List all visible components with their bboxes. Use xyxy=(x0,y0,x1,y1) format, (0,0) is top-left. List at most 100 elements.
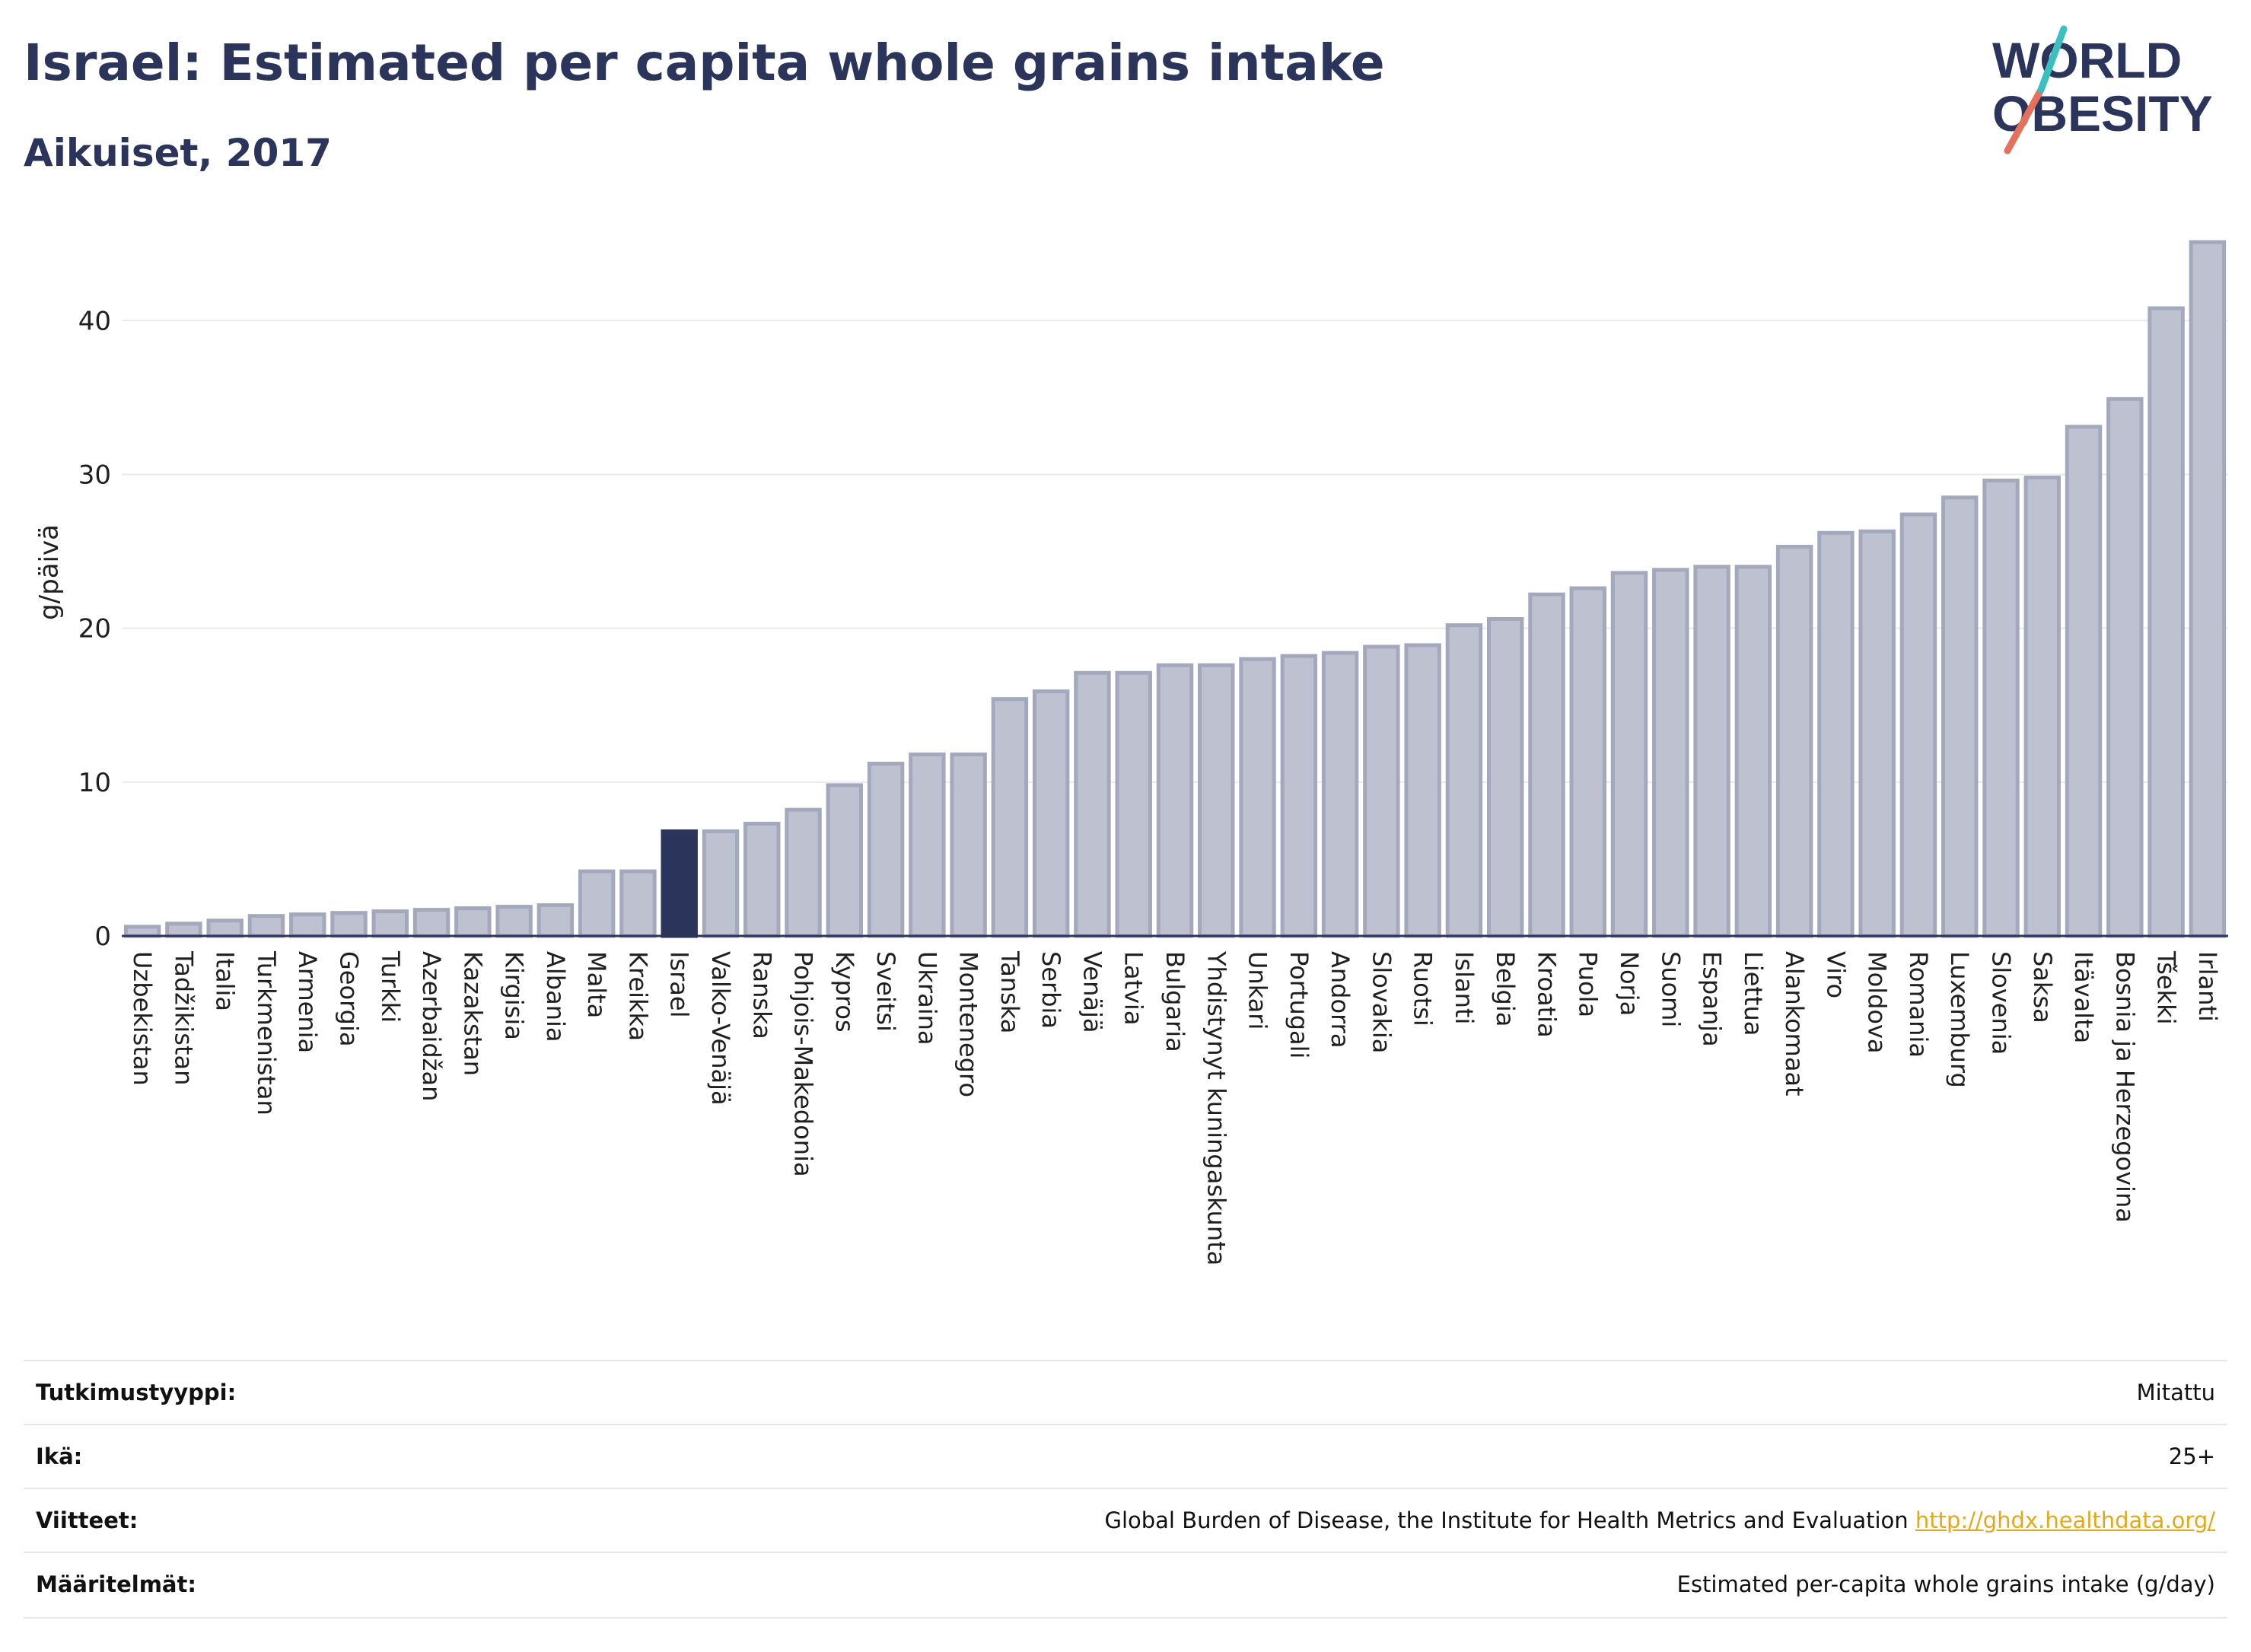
x-tick-label: Tadžikistan xyxy=(169,950,198,1085)
x-tick-label: Montenegro xyxy=(954,951,983,1097)
x-tick-label: Bosnia ja Herzegovina xyxy=(2110,951,2139,1223)
x-tick-label: Kreikka xyxy=(623,951,652,1041)
bar-liettua xyxy=(1734,565,1772,938)
meta-value-age: 25+ xyxy=(2168,1444,2215,1469)
world-obesity-logo: WORLD OBESITY xyxy=(1992,25,2213,154)
bar-bulgaria xyxy=(1156,663,1194,938)
y-tick-label: 30 xyxy=(78,460,111,490)
x-tick-label: Islanti xyxy=(1450,951,1479,1024)
bar-tanska xyxy=(991,697,1029,938)
bar-yhdistynyt-kuningaskunta xyxy=(1198,663,1235,938)
meta-label-age: Ikä: xyxy=(36,1444,83,1469)
x-tick-label: Irlanti xyxy=(2193,951,2222,1022)
bar-kroatia xyxy=(1528,592,1565,938)
bar-it-valta xyxy=(2065,425,2103,938)
x-tick-label: Israel xyxy=(665,951,694,1017)
logo-slash-teal xyxy=(2037,25,2068,94)
bar-turkki xyxy=(371,909,409,938)
bar-ranska xyxy=(743,821,781,938)
x-tick-label: Unkari xyxy=(1243,951,1272,1030)
axes: 0 10 20 30 40 Uzbekistan Tadžikistan Italia Turk… xyxy=(78,306,2228,1265)
x-tick-label: Azerbaidžan xyxy=(417,951,446,1101)
x-tick-label: Italia xyxy=(211,951,240,1011)
x-tick-label: Moldova xyxy=(1863,951,1892,1054)
bar-tad-ikistan xyxy=(165,921,202,938)
bar-azerbaid-an xyxy=(412,908,451,938)
x-tick-label: Puola xyxy=(1574,951,1603,1017)
x-tick-label: Andorra xyxy=(1326,951,1355,1048)
x-tick-label: Sveitsi xyxy=(871,951,900,1032)
x-tick-label: Malta xyxy=(582,951,611,1018)
x-tick-label: Yhdistynyt kuningaskunta xyxy=(1202,950,1231,1265)
x-tick-label: Albania xyxy=(541,951,570,1042)
bar-luxemburg xyxy=(1941,495,1979,938)
x-tick-label: Uzbekistan xyxy=(128,951,157,1086)
x-tick-label: Ruotsi xyxy=(1409,951,1438,1027)
bar-espanja xyxy=(1693,565,1730,938)
x-tick-label: Armenia xyxy=(293,951,322,1053)
x-tick-label: Slovakia xyxy=(1367,951,1396,1053)
bar-kirgisia xyxy=(495,905,533,938)
bar-georgia xyxy=(330,911,368,938)
x-tick-label: Kroatia xyxy=(1532,951,1561,1038)
bar-italia xyxy=(206,918,244,938)
bar-t-ekki xyxy=(2148,306,2185,938)
bar-slovenia xyxy=(1982,479,2020,938)
meta-value-references: Global Burden of Disease, the Institute … xyxy=(1104,1507,2215,1533)
bar-viro xyxy=(1817,530,1855,938)
bar-kazakstan xyxy=(454,906,492,938)
meta-label-study-type: Tutkimustyyppi: xyxy=(36,1380,237,1405)
bar-pohjois-makedonia xyxy=(785,807,822,938)
reference-text: Global Burden of Disease, the Institute … xyxy=(1104,1507,1909,1533)
x-tick-label: Latvia xyxy=(1119,951,1148,1025)
y-tick-label: 40 xyxy=(78,306,111,336)
bar-chart: 0 10 20 30 40 Uzbekistan Tadžikistan Italia Turk… xyxy=(34,240,2228,1265)
bar-slovakia xyxy=(1363,645,1400,938)
bar-latvia xyxy=(1115,670,1152,938)
bar-ukraina xyxy=(909,752,946,938)
page-title: Israel: Estimated per capita whole grain… xyxy=(24,33,1385,92)
x-tick-label: Tanska xyxy=(995,950,1024,1033)
bar-saksa xyxy=(2023,476,2061,938)
bar-islanti xyxy=(1445,623,1483,938)
meta-row-references: Viitteet: Global Burden of Disease, the … xyxy=(24,1488,2227,1553)
bar-unkari xyxy=(1239,657,1276,938)
y-tick-label: 10 xyxy=(78,768,111,798)
x-tick-label: Itävalta xyxy=(2069,951,2098,1043)
bar-puola xyxy=(1569,586,1606,938)
x-tick-label: Belgia xyxy=(1491,951,1520,1027)
bar-portugali xyxy=(1280,654,1318,938)
x-tick-label: Valko-Venäjä xyxy=(706,951,735,1106)
meta-label-definitions: Määritelmät: xyxy=(36,1571,196,1597)
x-tick-label: Luxemburg xyxy=(1945,951,1974,1088)
bar-albania xyxy=(536,903,575,938)
logo-slash-red xyxy=(2004,86,2045,154)
bars xyxy=(123,240,2227,938)
meta-row-age: Ikä: 25+ xyxy=(24,1424,2227,1489)
reference-link[interactable]: http://ghdx.healthdata.org/ xyxy=(1915,1507,2215,1533)
logo-line1: WORLD xyxy=(1992,32,2182,88)
bar-belgia xyxy=(1486,617,1524,938)
x-tick-label: Viro xyxy=(1821,951,1850,998)
bar-serbia xyxy=(1032,689,1070,938)
x-tick-label: Saksa xyxy=(2028,951,2057,1023)
x-tick-label: Ukraina xyxy=(912,951,941,1046)
x-tick-label: Suomi xyxy=(1656,951,1685,1027)
y-tick-label: 0 xyxy=(94,921,111,952)
x-tick-label: Georgia xyxy=(335,951,364,1046)
bar-romania xyxy=(1899,512,1937,938)
bar-alankomaat xyxy=(1775,545,1813,938)
x-tick-label: Ranska xyxy=(747,951,776,1039)
bar-kypros xyxy=(826,783,864,938)
bar-norja xyxy=(1610,571,1648,938)
bar-moldova xyxy=(1858,529,1896,938)
bar-montenegro xyxy=(950,752,987,938)
x-tick-label: Alankomaat xyxy=(1780,951,1809,1097)
bar-ruotsi xyxy=(1404,643,1441,938)
x-tick-label: Kazakstan xyxy=(458,951,487,1076)
bar-sveitsi xyxy=(867,762,905,938)
x-tick-label: Turkki xyxy=(376,950,405,1023)
x-tick-label: Kirgisia xyxy=(500,951,529,1040)
x-tick-label: Liettua xyxy=(1739,951,1768,1036)
bar-kreikka xyxy=(619,869,657,938)
